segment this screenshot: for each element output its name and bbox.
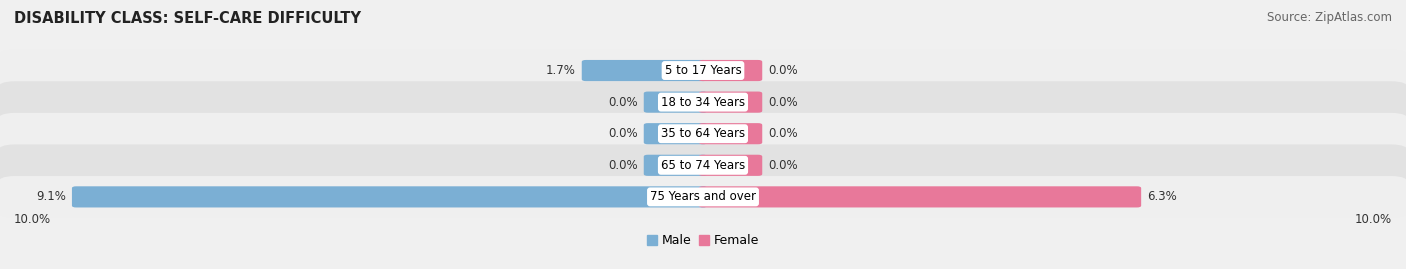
Text: 10.0%: 10.0% [1355,213,1392,225]
Text: DISABILITY CLASS: SELF-CARE DIFFICULTY: DISABILITY CLASS: SELF-CARE DIFFICULTY [14,11,361,26]
FancyBboxPatch shape [0,50,1406,91]
Text: 0.0%: 0.0% [769,127,799,140]
Text: 0.0%: 0.0% [607,159,637,172]
Text: 0.0%: 0.0% [607,127,637,140]
FancyBboxPatch shape [644,123,707,144]
Text: 75 Years and over: 75 Years and over [650,190,756,203]
Text: 0.0%: 0.0% [769,95,799,109]
Text: 0.0%: 0.0% [769,159,799,172]
Text: 10.0%: 10.0% [14,213,51,225]
Text: 5 to 17 Years: 5 to 17 Years [665,64,741,77]
Legend: Male, Female: Male, Female [641,229,765,252]
FancyBboxPatch shape [582,60,707,81]
FancyBboxPatch shape [0,176,1406,218]
Text: 6.3%: 6.3% [1147,190,1177,203]
FancyBboxPatch shape [699,155,762,176]
FancyBboxPatch shape [72,186,707,207]
Text: 9.1%: 9.1% [37,190,66,203]
Text: 1.7%: 1.7% [546,64,575,77]
FancyBboxPatch shape [699,186,1142,207]
FancyBboxPatch shape [699,60,762,81]
FancyBboxPatch shape [644,91,707,113]
Text: 0.0%: 0.0% [607,95,637,109]
FancyBboxPatch shape [644,155,707,176]
Text: 18 to 34 Years: 18 to 34 Years [661,95,745,109]
FancyBboxPatch shape [0,81,1406,123]
Text: Source: ZipAtlas.com: Source: ZipAtlas.com [1267,11,1392,24]
Text: 35 to 64 Years: 35 to 64 Years [661,127,745,140]
Text: 65 to 74 Years: 65 to 74 Years [661,159,745,172]
FancyBboxPatch shape [699,123,762,144]
FancyBboxPatch shape [699,91,762,113]
FancyBboxPatch shape [0,113,1406,155]
Text: 0.0%: 0.0% [769,64,799,77]
FancyBboxPatch shape [0,144,1406,186]
